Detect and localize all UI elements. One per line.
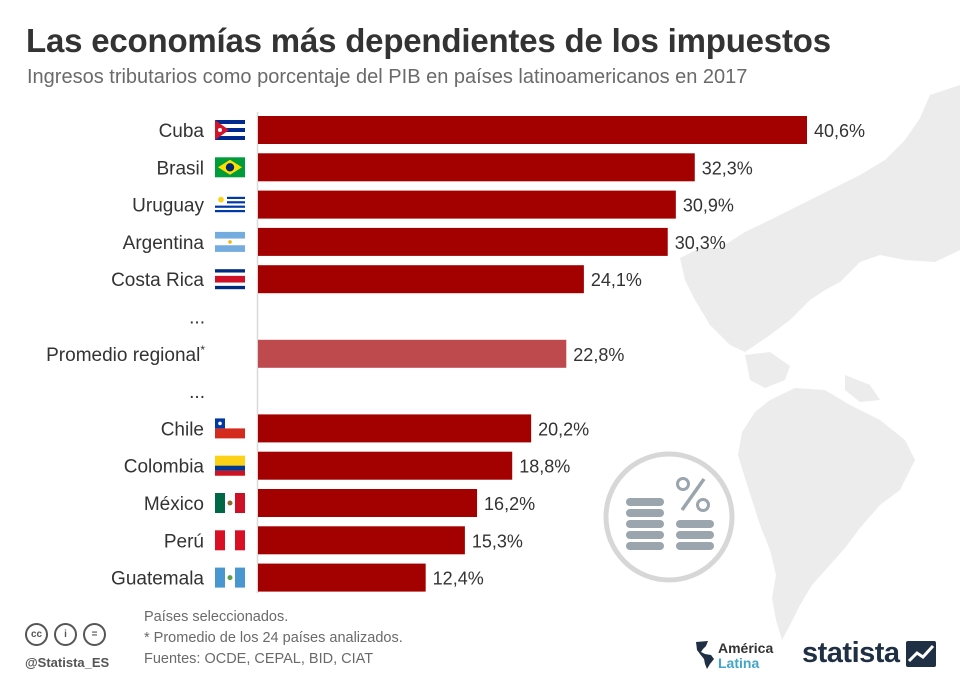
footnote-mark: * (200, 343, 205, 357)
creative-commons-icon: cc (25, 623, 48, 646)
bar-promedio-regional (258, 339, 567, 368)
page-subtitle: Ingresos tributarios como porcentaje del… (27, 66, 748, 88)
value-label-promedio-regional: 22,8% (573, 345, 624, 365)
value-label-mexico: 16,2% (484, 494, 535, 514)
value-label-argentina: 30,3% (675, 233, 726, 253)
bar-mexico (258, 489, 478, 517)
costa-rica-flag (215, 269, 245, 290)
value-label-peru: 15,3% (472, 531, 523, 551)
category-label-costa-rica: Costa Rica (111, 270, 204, 291)
mexico-flag (215, 493, 245, 513)
category-label-chile: Chile (161, 419, 204, 440)
footnotes: Países seleccionados. * Promedio de los … (144, 607, 403, 670)
guatemala-flag (215, 567, 245, 588)
bar-guatemala (258, 563, 426, 592)
ellipsis-label: ... (189, 382, 205, 403)
page-title: Las economías más dependientes de los im… (26, 22, 831, 59)
bar-cuba (258, 116, 807, 144)
category-label-colombia: Colombia (124, 457, 205, 478)
sources: Fuentes: OCDE, CEPAL, BID, CIAT (144, 651, 374, 667)
brazil-flag (215, 157, 245, 178)
attribution-icon: i (54, 623, 77, 646)
uruguay-flag (215, 194, 245, 215)
footnote-average: * Promedio de los 24 países analizados. (144, 630, 403, 646)
chile-flag (215, 418, 245, 439)
americas-map-icon (696, 641, 714, 669)
no-derivatives-icon: = (83, 623, 106, 646)
bar-costa-rica (258, 265, 584, 294)
bar-argentina (258, 227, 668, 256)
ellipsis-label: ... (189, 308, 205, 329)
colombia-flag (215, 455, 245, 476)
statista-wordmark: statista (802, 637, 900, 669)
coins-percent-icon (603, 451, 735, 583)
brand-america: América (718, 640, 774, 656)
value-label-guatemala: 12,4% (433, 569, 484, 589)
bar-colombia (258, 451, 513, 480)
category-label-mexico: México (144, 494, 204, 515)
statista-logo: statista (802, 637, 936, 670)
value-label-chile: 20,2% (538, 419, 589, 439)
category-label-brasil: Brasil (156, 158, 204, 179)
footnote-selection: Países seleccionados. (144, 609, 289, 625)
statista-handle: @Statista_ES (25, 655, 110, 670)
argentina-flag (215, 231, 245, 252)
category-label-promedio-regional: Promedio regional* (46, 343, 205, 366)
category-label-uruguay: Uruguay (132, 196, 204, 217)
value-label-colombia: 18,8% (519, 457, 570, 477)
bar-uruguay (258, 190, 676, 219)
value-label-uruguay: 30,9% (683, 196, 734, 216)
category-label-cuba: Cuba (159, 121, 205, 142)
cuba-flag (215, 120, 245, 140)
value-label-costa-rica: 24,1% (591, 270, 642, 290)
brand-latina: Latina (718, 655, 760, 671)
peru-flag (215, 530, 245, 551)
category-label-argentina: Argentina (123, 233, 205, 254)
bar-brasil (258, 153, 695, 182)
license-icons: cc i = (25, 623, 106, 646)
value-label-brasil: 32,3% (702, 158, 753, 178)
category-label-peru: Perú (164, 531, 204, 552)
bar-peru (258, 526, 465, 555)
value-label-cuba: 40,6% (814, 121, 865, 141)
category-label-guatemala: Guatemala (111, 569, 204, 590)
statista-logo-icon (905, 640, 936, 667)
bar-chile (258, 414, 532, 443)
